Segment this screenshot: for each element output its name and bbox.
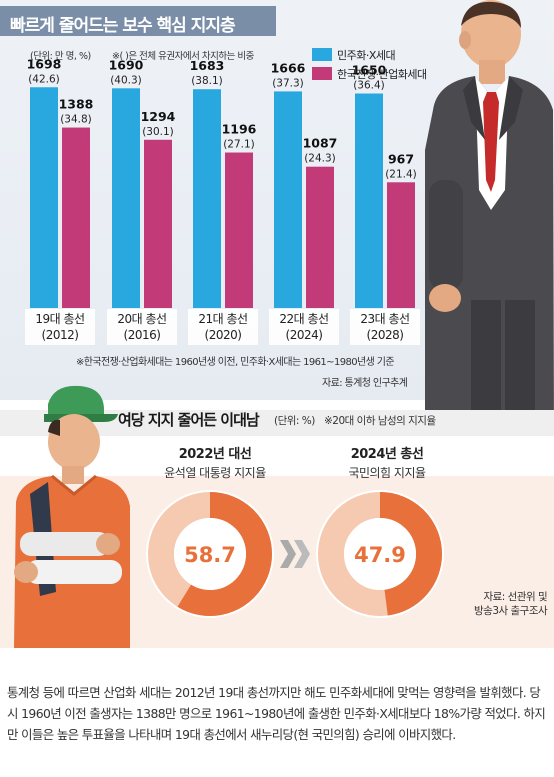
category-tick-label: 20대 총선: [117, 312, 166, 326]
category-tick-label: (2012): [42, 328, 79, 342]
chart1-title: 빠르게 줄어드는 보수 핵심 지지층: [10, 16, 236, 36]
bar-share-label: (24.3): [304, 153, 336, 165]
donut-value-label: 47.9: [354, 543, 406, 567]
bar-share-label: (21.4): [385, 168, 417, 180]
donut-2022-year: 2022년 대선: [178, 447, 252, 462]
chart1-source: 자료: 통계청 인구추계: [322, 378, 408, 389]
donut-hole: [174, 518, 246, 590]
donut-2024-heading: 2024년 총선 국민의힘 지지율: [322, 443, 452, 481]
category-tick-label: 22대 총선: [279, 312, 328, 326]
bar-democratization-0: [30, 87, 58, 308]
bar-democratization-4: [355, 93, 383, 308]
bar-value-label: 1666: [271, 60, 306, 75]
category-tick-label: (2028): [367, 328, 404, 342]
legend-label-democratization: 민주화·X세대: [337, 49, 396, 62]
legend-swatch-democratization: [312, 48, 332, 61]
chart2-source-line-2: 방송3사 출구조사: [474, 605, 548, 617]
young-man-illustration: [14, 385, 130, 648]
bar-value-label: 1683: [190, 58, 225, 73]
legend-label-industrialization: 한국전쟁·산업화세대: [337, 68, 427, 81]
bar-share-label: (38.1): [191, 75, 223, 87]
bar-industrialization-4: [387, 182, 415, 308]
donut-value-arc-0: [148, 492, 272, 616]
bar-share-label: (27.1): [223, 139, 255, 151]
donut-2022-subtitle: 윤석열 대통령 지지율: [164, 466, 266, 480]
category-tick-label: (2024): [286, 328, 323, 342]
category-tick-label: (2020): [205, 328, 242, 342]
chart2-unit: (단위: %): [274, 415, 315, 427]
bar-share-label: (36.4): [353, 80, 385, 92]
bar-industrialization-3: [306, 166, 334, 308]
arrow-icon: [280, 540, 296, 568]
bar-value-label: 1690: [109, 57, 144, 72]
donut-2024-year: 2024년 총선: [350, 447, 424, 462]
bar-democratization-2: [193, 89, 221, 309]
chart2-donut-plot: 58.7 47.9: [146, 490, 444, 618]
legend-swatch-industrialization: [312, 67, 332, 80]
chart1-paren-note: ※( )은 전체 유권자에서 차지하는 비중: [112, 51, 254, 62]
chart1-footnote: ※한국전쟁·산업화세대는 1960년생 이전, 민주화·X세대는 1961~19…: [76, 357, 395, 368]
bar-industrialization-0: [62, 127, 90, 308]
category-label-box: [25, 309, 95, 345]
chart1-unit-note: (단위: 만 명, %): [30, 51, 91, 62]
category-label-box: [107, 309, 177, 345]
article-paragraph: 통계청 등에 따르면 산업화 세대는 2012년 19대 총선까지만 해도 민주…: [7, 685, 546, 742]
donut-hole: [344, 518, 416, 590]
category-tick-label: 19대 총선: [35, 312, 84, 326]
chart2-title: 여당 지지 줄어든 이대남: [118, 411, 260, 429]
bar-share-label: (30.1): [142, 126, 174, 138]
donut-2024-subtitle: 국민의힘 지지율: [348, 466, 426, 480]
businessman-illustration: [425, 0, 554, 430]
chart2-subnote: ※20대 이하 남성의 지지율: [324, 415, 436, 427]
chart2-source: 자료: 선관위 및 방송3사 출구조사: [474, 590, 548, 618]
category-label-box: [188, 309, 258, 345]
category-label-box: [350, 309, 420, 345]
chart2-source-line-1: 자료: 선관위 및: [483, 591, 548, 603]
chart1-bar-plot: 1698 (42.6) 1388 (34.8) 19대 총선 (2012) 1690 (40.…: [25, 56, 420, 345]
bar-share-label: (34.8): [60, 114, 92, 126]
bar-share-label: (42.6): [28, 73, 60, 85]
donut-value-label: 58.7: [184, 543, 236, 567]
bar-value-label: 1698: [27, 56, 62, 71]
bar-value-label: 1294: [141, 109, 176, 124]
category-tick-label: 23대 총선: [360, 312, 409, 326]
category-label-box: [269, 309, 339, 345]
bar-value-label: 1196: [222, 122, 257, 137]
donut-value-arc-1: [318, 492, 442, 616]
bar-value-label: 1388: [59, 97, 94, 112]
category-tick-label: (2016): [124, 328, 161, 342]
bar-share-label: (37.3): [272, 77, 304, 89]
bar-share-label: (40.3): [110, 74, 142, 86]
donut-2022-heading: 2022년 대선 윤석열 대통령 지지율: [150, 443, 280, 481]
chart1-title-bar: 빠르게 줄어드는 보수 핵심 지지층: [0, 6, 276, 36]
bar-value-label: 967: [388, 151, 414, 166]
bar-industrialization-2: [225, 152, 253, 308]
infographic: 빠르게 줄어드는 보수 핵심 지지층 (단위: 만 명, %) ※( )은 전체…: [0, 0, 554, 648]
bar-industrialization-1: [144, 139, 172, 308]
bar-democratization-3: [274, 91, 302, 308]
bar-value-label: 1650: [352, 63, 387, 78]
bar-value-label: 1087: [303, 136, 338, 151]
bar-democratization-1: [112, 88, 140, 308]
arrow-icon: [294, 540, 310, 568]
category-tick-label: 21대 총선: [198, 312, 247, 326]
